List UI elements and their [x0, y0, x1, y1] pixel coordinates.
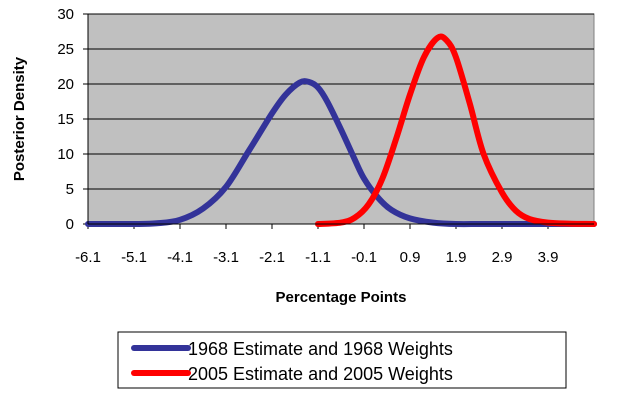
y-tick-label: 30: [57, 6, 74, 23]
y-tick-label: 20: [57, 76, 74, 93]
x-tick-label: -6.1: [75, 249, 101, 266]
y-tick-label: 0: [66, 216, 74, 233]
x-tick-label: 2.9: [492, 249, 513, 266]
x-tick-labels: -6.1 -5.1 -4.1 -3.1 -2.1 -1.1 -0.1 0.9 1.9 2.9 3.9: [75, 249, 558, 266]
y-tick-label: 25: [57, 41, 74, 58]
x-tick-label: -5.1: [121, 249, 147, 266]
y-axis-title: Posterior Density: [11, 56, 28, 181]
x-axis-title: Percentage Points: [276, 289, 407, 306]
x-tick-label: -1.1: [305, 249, 331, 266]
x-tick-label: -4.1: [167, 249, 193, 266]
y-tick-label: 5: [66, 181, 74, 198]
y-tick-labels: 0 5 10 15 20 25 30: [57, 6, 74, 233]
x-tick-label: -3.1: [213, 249, 239, 266]
legend-label-1968: 1968 Estimate and 1968 Weights: [188, 339, 453, 359]
y-tick-label: 10: [57, 146, 74, 163]
series-line-2005: [315, 33, 597, 227]
legend: 1968 Estimate and 1968 Weights 2005 Esti…: [117, 331, 567, 389]
x-tick-label: 3.9: [538, 249, 559, 266]
legend-label-2005: 2005 Estimate and 2005 Weights: [188, 364, 453, 384]
x-tick-label: -2.1: [259, 249, 285, 266]
x-tick-label: -0.1: [351, 249, 377, 266]
y-tick-label: 15: [57, 111, 74, 128]
x-tick-label: 0.9: [400, 249, 421, 266]
x-tick-label: 1.9: [446, 249, 467, 266]
legend-box: [117, 331, 567, 389]
